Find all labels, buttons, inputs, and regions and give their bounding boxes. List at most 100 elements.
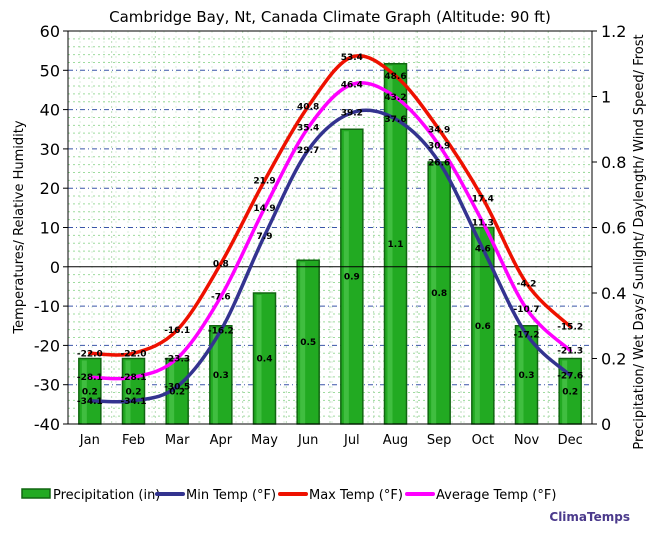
min-temp-label: -34.1 bbox=[77, 397, 103, 407]
climatemps-watermark: ClimaTemps bbox=[549, 510, 630, 524]
right-tick-label: 0.4 bbox=[601, 284, 626, 303]
precipitation-bar-highlight bbox=[256, 295, 262, 424]
average-temp-label: -7.6 bbox=[211, 293, 231, 303]
max-temp-label: 34.9 bbox=[428, 126, 450, 136]
left-tick-label: -10 bbox=[34, 297, 60, 316]
precipitation-bar-highlight bbox=[562, 360, 568, 424]
legend-max-temp-label: Max Temp (°F) bbox=[309, 488, 403, 503]
max-temp-label: -15.2 bbox=[557, 323, 583, 333]
left-tick-label: -30 bbox=[34, 376, 60, 395]
max-temp-label: 21.9 bbox=[253, 177, 275, 187]
right-tick-label: 0 bbox=[601, 415, 611, 434]
precipitation-bar-highlight bbox=[300, 262, 306, 424]
left-tick-label: 50 bbox=[40, 61, 60, 80]
month-label: Feb bbox=[122, 433, 145, 448]
month-label: Dec bbox=[558, 433, 583, 448]
min-temp-label: 37.6 bbox=[384, 115, 406, 125]
max-temp-label: -22.0 bbox=[77, 349, 103, 359]
precipitation-label: 0.2 bbox=[562, 387, 578, 397]
axes: 60 50 40 30 20 10 0 -10 -20 -30 -40 1.2 1 0.8 0.6 0.4 0.… bbox=[34, 22, 627, 448]
legend: Precipitation (in) Min Temp (°F) Max Temp … bbox=[21, 488, 556, 503]
left-tick-label: -20 bbox=[34, 336, 60, 355]
precipitation-bar-highlight bbox=[343, 131, 349, 424]
min-temp-label: -34.1 bbox=[121, 397, 147, 407]
grid-lines bbox=[68, 31, 592, 424]
right-tick-label: 0.2 bbox=[601, 350, 626, 369]
average-temp-label: -21.3 bbox=[557, 347, 583, 357]
max-temp-label: -4.2 bbox=[517, 279, 537, 289]
precipitation-label: 0.2 bbox=[169, 387, 185, 397]
max-temp-line bbox=[88, 54, 572, 357]
min-temp-label: 4.6 bbox=[475, 245, 491, 255]
max-temp-label: 40.8 bbox=[297, 102, 319, 112]
precipitation-bar-highlight bbox=[387, 65, 393, 424]
precipitation-label: 0.5 bbox=[300, 338, 316, 348]
max-temp-label: 48.6 bbox=[384, 72, 406, 82]
precipitation-bar-highlight bbox=[81, 360, 87, 424]
left-axis-label: Temperatures/ Relative Humidity bbox=[12, 120, 27, 334]
month-label: Jun bbox=[297, 433, 318, 448]
precipitation-label: 1.1 bbox=[388, 240, 404, 250]
precipitation-bar-highlight bbox=[431, 164, 437, 424]
temperature-lines bbox=[88, 54, 572, 404]
average-temp-label: 35.4 bbox=[297, 124, 319, 134]
average-temp-label: 43.2 bbox=[384, 93, 406, 103]
legend-min-temp-label: Min Temp (°F) bbox=[186, 488, 276, 503]
left-tick-label: -40 bbox=[34, 415, 60, 434]
left-tick-label: 0 bbox=[50, 258, 60, 277]
data-labels: -34.1 -34.1 -30.5 -16.2 7.9 29.7 39.2 37.6 26.6 4… bbox=[77, 53, 583, 407]
month-label: Aug bbox=[383, 433, 408, 448]
average-temp-line bbox=[88, 81, 572, 381]
max-temp-label: -16.1 bbox=[164, 326, 190, 336]
precipitation-label: 0.2 bbox=[126, 387, 142, 397]
max-temp-label: -22.0 bbox=[121, 349, 147, 359]
month-label: Jul bbox=[343, 433, 360, 448]
month-label: May bbox=[251, 433, 278, 448]
month-label: Jan bbox=[79, 433, 100, 448]
min-temp-label: -30.5 bbox=[164, 383, 190, 393]
right-axis-label: Precipitation/ Wet Days/ Sunlight/ Dayle… bbox=[632, 34, 647, 449]
precipitation-label: 0.3 bbox=[213, 371, 229, 381]
precipitation-label: 0.3 bbox=[519, 371, 535, 381]
left-tick-label: 10 bbox=[40, 219, 60, 238]
left-tick-label: 30 bbox=[40, 140, 60, 159]
right-tick-label: 1 bbox=[601, 88, 611, 107]
left-tick-label: 40 bbox=[40, 101, 60, 120]
right-tick-label: 0.8 bbox=[601, 153, 626, 172]
average-temp-label: 46.4 bbox=[341, 80, 363, 90]
max-temp-label: 53.4 bbox=[341, 53, 363, 63]
month-label: Mar bbox=[165, 433, 190, 448]
legend-precipitation-label: Precipitation (in) bbox=[53, 488, 160, 503]
legend-average-temp-label: Average Temp (°F) bbox=[436, 488, 556, 503]
precipitation-bar-highlight bbox=[125, 360, 131, 424]
average-temp-label: -28.1 bbox=[121, 373, 147, 383]
precipitation-label: 0.9 bbox=[344, 273, 360, 283]
precipitation-label: 0.2 bbox=[82, 387, 98, 397]
min-temp-line bbox=[88, 108, 572, 404]
average-temp-label: -23.3 bbox=[164, 354, 190, 364]
right-tick-label: 1.2 bbox=[601, 22, 626, 41]
precipitation-bar-highlight bbox=[518, 327, 524, 424]
average-temp-label: 30.9 bbox=[428, 141, 450, 151]
max-temp-label: 17.4 bbox=[472, 194, 494, 204]
month-label: Nov bbox=[514, 433, 540, 448]
precipitation-bar-highlight bbox=[212, 327, 218, 424]
precipitation-label: 0.8 bbox=[431, 289, 447, 299]
min-temp-label: 7.9 bbox=[257, 232, 273, 242]
average-temp-label: -28.1 bbox=[77, 373, 103, 383]
month-label: Oct bbox=[472, 433, 494, 448]
average-temp-label: 14.9 bbox=[253, 204, 275, 214]
precipitation-label: 0.6 bbox=[475, 322, 491, 332]
min-temp-label: -16.2 bbox=[208, 326, 234, 336]
month-label: Sep bbox=[427, 433, 452, 448]
chart-title: Cambridge Bay, Nt, Canada Climate Graph … bbox=[109, 8, 551, 26]
min-temp-label: -17.2 bbox=[514, 330, 540, 340]
right-tick-label: 0.6 bbox=[601, 219, 626, 238]
min-temp-label: -27.6 bbox=[557, 371, 583, 381]
month-label: Apr bbox=[210, 433, 233, 448]
left-tick-label: 20 bbox=[40, 179, 60, 198]
precipitation-bars bbox=[78, 63, 582, 425]
min-temp-label: 26.6 bbox=[428, 158, 450, 168]
